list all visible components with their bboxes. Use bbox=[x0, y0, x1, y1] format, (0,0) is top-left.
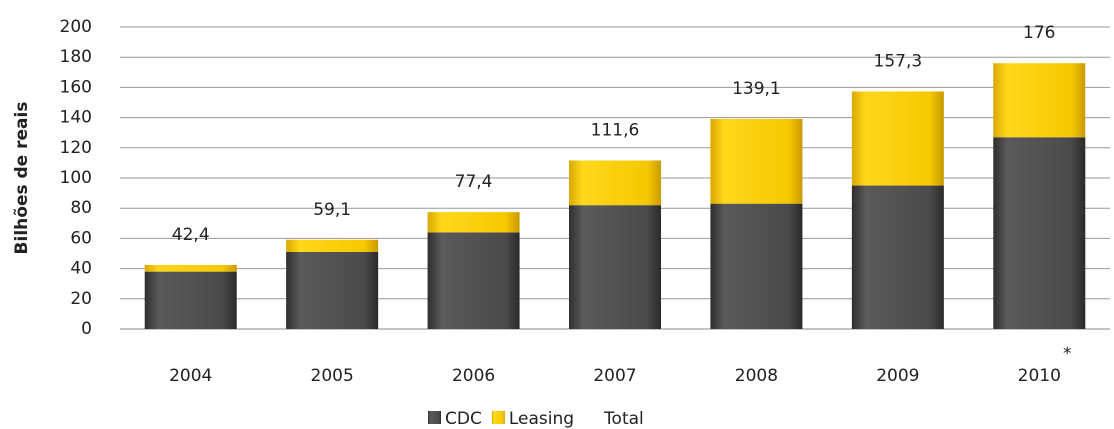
bar-segment bbox=[710, 118, 803, 204]
total-label: 139,1 bbox=[732, 79, 781, 99]
y-tick-label: 80 bbox=[70, 198, 92, 218]
x-tick-label: 2005 bbox=[311, 366, 354, 386]
total-label: 77,4 bbox=[455, 172, 493, 192]
total-label: 42,4 bbox=[172, 225, 210, 245]
bar-segment bbox=[427, 232, 520, 329]
total-label: 59,1 bbox=[313, 200, 351, 220]
legend-swatch bbox=[491, 411, 505, 424]
total-label: 157,3 bbox=[874, 51, 923, 71]
legend-label: Total bbox=[603, 409, 644, 429]
x-tick-label: 2010 bbox=[1018, 366, 1061, 386]
y-tick-label: 100 bbox=[60, 168, 92, 188]
y-tick-label: 180 bbox=[60, 47, 92, 67]
x-tick-label: 2006 bbox=[452, 366, 495, 386]
y-tick-label: 120 bbox=[60, 138, 92, 158]
bar-segment bbox=[569, 160, 661, 206]
y-axis-title: Bilhões de reais bbox=[12, 102, 32, 255]
y-tick-label: 0 bbox=[81, 319, 92, 339]
bar-segment bbox=[851, 185, 944, 329]
bar-segment bbox=[993, 63, 1086, 138]
bar-segment bbox=[286, 251, 379, 329]
legend-label: Leasing bbox=[509, 409, 574, 429]
y-tick-label: 20 bbox=[70, 289, 92, 309]
annotation: * bbox=[1063, 344, 1072, 364]
x-tick-label: 2004 bbox=[169, 366, 212, 386]
legend-label: CDC bbox=[445, 409, 482, 429]
y-tick-label: 60 bbox=[70, 228, 92, 248]
x-tick-label: 2008 bbox=[735, 366, 778, 386]
y-tick-label: 160 bbox=[60, 77, 92, 97]
bar-segment bbox=[144, 271, 237, 329]
x-tick-label: 2007 bbox=[593, 366, 636, 386]
bar-segment bbox=[286, 239, 379, 252]
bar-segment bbox=[569, 205, 661, 329]
bar-segment bbox=[710, 203, 803, 329]
y-tick-label: 140 bbox=[60, 108, 92, 128]
x-tick-label: 2009 bbox=[876, 366, 919, 386]
bar-segment bbox=[427, 212, 520, 233]
bar-segment bbox=[851, 91, 944, 186]
bar-segment bbox=[144, 264, 237, 272]
total-label: 176 bbox=[1023, 23, 1055, 43]
y-tick-label: 200 bbox=[60, 17, 92, 37]
total-label: 111,6 bbox=[591, 120, 640, 140]
bar-segment bbox=[993, 137, 1086, 329]
y-tick-label: 40 bbox=[70, 259, 92, 279]
legend-swatch bbox=[428, 411, 441, 424]
